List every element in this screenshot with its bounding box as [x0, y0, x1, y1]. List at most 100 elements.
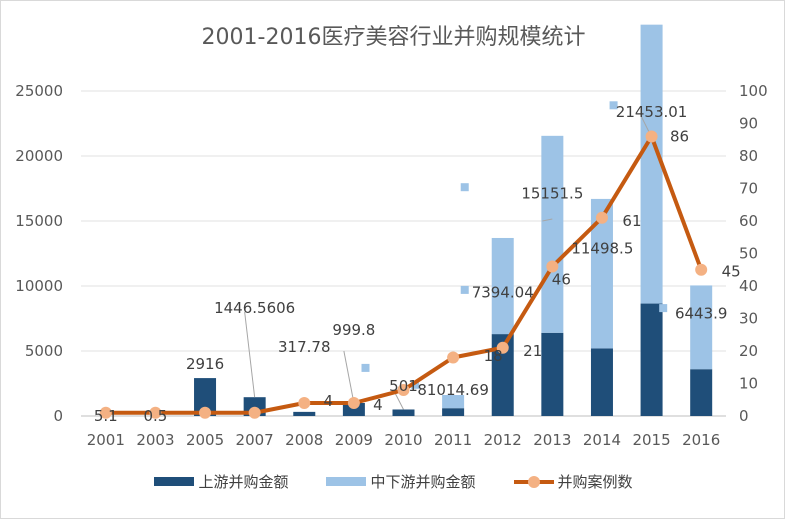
data-label: 5.1	[94, 407, 118, 425]
right-axis-tick-label: 40	[739, 277, 758, 295]
x-axis-tick-label: 2015	[632, 431, 670, 449]
data-label: 61	[622, 212, 641, 230]
cases-point	[496, 341, 509, 354]
bar-upstream	[640, 303, 663, 416]
cases-point	[595, 211, 608, 224]
right-axis-tick-label: 50	[739, 245, 758, 263]
data-label: 0.5	[143, 407, 167, 425]
legend-label-upstream: 上游并购金额	[198, 473, 289, 491]
bar-upstream	[392, 409, 415, 416]
bar-upstream	[541, 332, 564, 416]
data-label: 2916	[186, 355, 224, 373]
x-axis-tick-label: 2012	[484, 431, 522, 449]
left-axis-tick-label: 0	[53, 407, 63, 425]
bar-midstream	[541, 135, 564, 333]
bar-upstream	[194, 378, 217, 416]
data-label: 4	[323, 392, 333, 410]
cases-point	[695, 263, 708, 276]
right-axis-tick-label: 0	[739, 407, 749, 425]
legend-swatch-midstream	[326, 477, 367, 486]
data-label: 86	[670, 128, 689, 146]
bar-midstream	[491, 237, 514, 335]
x-axis-tick-label: 2008	[285, 431, 323, 449]
x-axis-tick-label: 2007	[236, 431, 274, 449]
bar-upstream	[491, 334, 514, 416]
cases-point	[546, 260, 559, 273]
data-label: 6443.9	[675, 304, 728, 322]
left-axis-tick-label: 20000	[15, 147, 63, 165]
cases-point	[248, 406, 261, 419]
data-label: 4	[373, 396, 383, 414]
data-label-marker	[411, 380, 420, 389]
data-label: 18	[484, 347, 503, 365]
bar-upstream	[293, 411, 316, 416]
cases-point	[447, 351, 460, 364]
bar-midstream	[442, 395, 465, 409]
legend-label-midstream: 中下游并购金额	[370, 473, 476, 491]
x-axis-tick-label: 2009	[335, 431, 373, 449]
data-label: 15151.5	[521, 185, 583, 203]
chart-title: 2001-2016医疗美容行业并购规模统计	[201, 25, 586, 50]
bar-midstream	[640, 24, 663, 304]
legend-swatch-cases	[513, 475, 554, 488]
x-axis-tick-label: 2001	[87, 431, 125, 449]
x-axis-tick-label: 2016	[682, 431, 720, 449]
legend-item-cases[interactable]: 并购案例数	[513, 471, 633, 492]
data-label: 501	[389, 377, 418, 395]
data-label-marker	[460, 183, 469, 192]
right-axis-tick-label: 10	[739, 375, 758, 393]
data-label-marker	[361, 363, 370, 372]
cases-point	[397, 384, 410, 396]
label-leader-line	[244, 311, 256, 398]
right-axis-tick-label: 30	[739, 310, 758, 328]
right-axis-tick-label: 80	[739, 147, 758, 165]
bar-midstream	[690, 285, 713, 370]
bar-upstream	[442, 408, 465, 416]
x-axis-tick-label: 2010	[384, 431, 422, 449]
cases-point	[298, 397, 311, 409]
cases-point	[645, 130, 658, 143]
bar-upstream	[342, 403, 365, 416]
data-label: 1446.5606	[214, 299, 295, 317]
left-axis-tick-label: 15000	[15, 212, 63, 230]
data-label: 317.78	[278, 338, 331, 356]
left-axis-tick-label: 25000	[15, 82, 63, 100]
x-axis-tick-label: 2005	[186, 431, 224, 449]
right-axis-tick-label: 20	[739, 342, 758, 360]
x-axis-tick-label: 2011	[434, 431, 472, 449]
data-label-marker	[659, 304, 668, 313]
data-label: 21453.01	[616, 103, 688, 121]
legend-item-midstream[interactable]: 中下游并购金额	[326, 471, 476, 492]
bar-upstream	[690, 369, 713, 416]
legend-label-cases: 并购案例数	[557, 473, 633, 491]
x-axis-tick-label: 2014	[583, 431, 621, 449]
right-axis-tick-label: 90	[739, 115, 758, 133]
left-axis-tick-label: 5000	[25, 342, 63, 360]
data-label: 11498.5	[571, 239, 633, 257]
right-axis-tick-label: 70	[739, 180, 758, 198]
data-label-marker	[609, 101, 618, 110]
bar-midstream	[590, 198, 613, 349]
data-label-marker	[460, 285, 469, 294]
left-axis-tick-label: 10000	[15, 277, 63, 295]
right-axis-tick-label: 100	[739, 82, 768, 100]
x-axis-tick-label: 2003	[136, 431, 174, 449]
legend: 上游并购金额 中下游并购金额 并购案例数	[1, 471, 785, 492]
x-axis-tick-label: 2013	[533, 431, 571, 449]
label-leader-line	[542, 218, 553, 222]
cases-point	[347, 397, 360, 409]
cases-point	[99, 406, 112, 419]
data-label: 7394.04	[472, 284, 534, 302]
cases-point	[199, 406, 212, 419]
cases-point	[149, 406, 162, 419]
data-label: 46	[552, 271, 571, 289]
legend-item-upstream[interactable]: 上游并购金额	[154, 471, 288, 492]
label-leader-line	[343, 350, 355, 404]
data-label: 999.8	[332, 321, 375, 339]
data-label: 21	[523, 342, 542, 360]
bar-upstream	[590, 348, 613, 416]
data-label: 45	[722, 263, 741, 281]
right-axis-tick-label: 60	[739, 212, 758, 230]
